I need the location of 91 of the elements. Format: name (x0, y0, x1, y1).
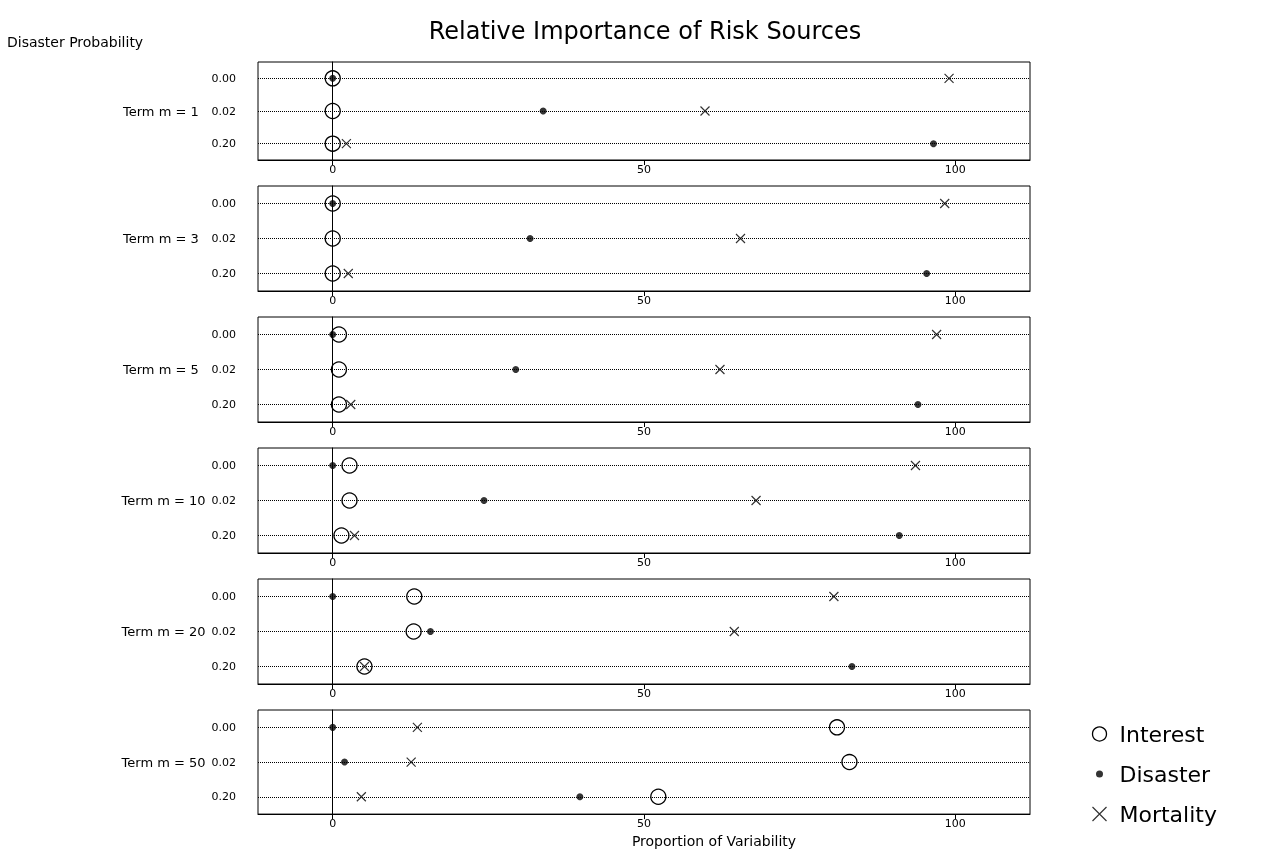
legend-label: Mortality (1119, 801, 1217, 827)
point (650, 788, 667, 805)
legend-label: Disaster (1119, 761, 1212, 787)
x-tick-label: 50 (637, 163, 651, 176)
point (330, 396, 348, 413)
point (526, 235, 534, 242)
x-tick-label: 100 (944, 163, 966, 176)
point (329, 593, 337, 600)
x-axis-title: Proportion of Variability (631, 833, 797, 849)
point (329, 723, 337, 731)
point (943, 73, 955, 84)
y-tick-label: 0.00 (211, 71, 236, 85)
y-tick-label: 0.20 (211, 398, 236, 411)
point (324, 102, 341, 120)
point (324, 230, 341, 247)
point (848, 663, 856, 670)
y-tick-label: 0.20 (211, 790, 236, 804)
point (330, 361, 348, 378)
point (329, 331, 337, 338)
x-tick-label: 100 (944, 817, 966, 831)
x-tick-label: 50 (637, 294, 651, 307)
point (356, 791, 367, 802)
point (480, 497, 488, 504)
y-tick-label: 0.00 (211, 459, 236, 472)
text: Disaster Probability (7, 34, 144, 50)
x-tick-label: 0 (329, 163, 337, 176)
y-tick-label: 0.00 (211, 328, 236, 341)
point (750, 495, 762, 506)
x-tick-label: 50 (637, 556, 651, 569)
x-tick-label: 0 (329, 687, 337, 700)
x-tick-label: 50 (637, 425, 651, 438)
point (895, 532, 903, 539)
point (828, 719, 846, 736)
x-tick-label: 0 (329, 425, 337, 438)
point (841, 753, 858, 771)
point (324, 135, 341, 152)
y-axis-title: Term m = 10 (120, 493, 206, 508)
point (699, 105, 711, 117)
y-axis-title: Term m = 1 (122, 103, 199, 119)
point (412, 722, 423, 733)
y-tick-label: 0.02 (211, 104, 236, 118)
point (939, 198, 950, 209)
point (828, 591, 839, 602)
point (341, 138, 352, 149)
y-axis-title: Term m = 20 (120, 624, 206, 639)
x-tick-label: 0 (329, 556, 337, 569)
x-tick-label: 0 (329, 294, 337, 307)
chart-title: Relative Importance of Risk Sources (428, 17, 862, 45)
point (405, 623, 422, 640)
point (330, 326, 348, 343)
point (714, 364, 726, 375)
point (729, 626, 740, 637)
y-tick-label: 0.00 (211, 720, 236, 734)
point (345, 399, 356, 410)
point (910, 460, 921, 471)
point (406, 756, 417, 768)
point (914, 401, 922, 408)
y-tick-label: 0.20 (211, 267, 236, 280)
point (341, 457, 358, 474)
x-tick-label: 100 (944, 556, 966, 569)
y-tick-label: 0.00 (211, 197, 236, 210)
y-tick-label: 0.20 (211, 137, 236, 151)
point (735, 233, 746, 244)
y-tick-label: 0.02 (211, 494, 236, 507)
point (343, 268, 354, 279)
y-tick-label: 0.02 (211, 232, 236, 245)
x-tick-label: 50 (637, 817, 651, 831)
y-tick-label: 0.00 (211, 590, 236, 603)
x-tick-label: 100 (944, 294, 966, 307)
y-axis-title: Term m = 5 (122, 362, 199, 377)
x-tick-label: 50 (637, 687, 651, 700)
y-axis-title: Term m = 50 (120, 754, 206, 770)
point (512, 366, 520, 373)
point (406, 588, 423, 605)
legend-label: Interest (1119, 721, 1205, 747)
x-tick-label: 100 (944, 687, 966, 700)
y-tick-label: 0.20 (211, 660, 236, 673)
y-tick-label: 0.02 (211, 755, 236, 769)
point (324, 265, 341, 282)
x-tick-label: 100 (944, 425, 966, 438)
point (341, 758, 349, 766)
point (329, 462, 337, 469)
point (341, 492, 358, 509)
y-tick-label: 0.20 (211, 529, 236, 542)
point (349, 530, 360, 541)
point (931, 329, 942, 340)
point (333, 527, 350, 544)
x-tick-label: 0 (329, 817, 337, 831)
y-tick-label: 0.02 (211, 363, 236, 376)
y-tick-label: 0.02 (211, 625, 236, 638)
y-axis-title: Term m = 3 (122, 231, 199, 246)
